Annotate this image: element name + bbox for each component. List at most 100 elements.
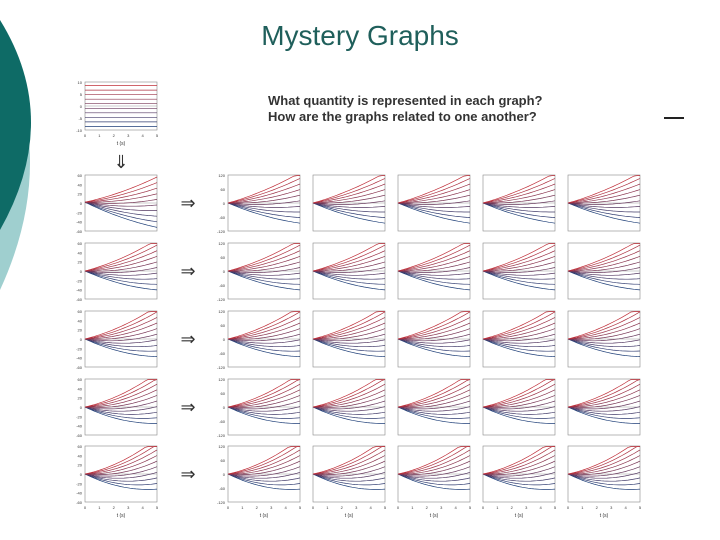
grid-graph-r2-c1-curve: [227, 243, 300, 272]
grid-graph-r3-c3-curve: [397, 311, 470, 340]
down-arrow-symbol: ⇓: [113, 152, 128, 172]
left-graph-row-1-y-tick-label: -40: [76, 220, 83, 225]
grid-graph-r2-c4-curve: [482, 270, 556, 280]
grid-graph-r1-c4-curve: [482, 202, 556, 218]
grid-graph-r4-c2-curve: [313, 389, 386, 408]
left-graph-row-5-x-tick-label: 1: [98, 505, 101, 510]
left-graph-row-1-curve: [84, 182, 158, 203]
grid-graph-r1-c4-curve: [482, 178, 556, 204]
grid-graph-r3-c1-y-tick-label: -60: [219, 351, 226, 356]
grid-graph-r1-c3-curve: [397, 200, 471, 205]
grid-graph-r5-c4-x-tick-label: 5: [554, 505, 557, 510]
grid-graph-r1-c3-curve: [397, 202, 471, 218]
grid-graph-r5-c2-curve: [312, 473, 386, 490]
grid-graph-r1-c3-curve: [397, 202, 471, 224]
grid-graph-r3-c1-curve: [227, 317, 301, 340]
grid-graph-r4-c3-curve: [397, 379, 471, 408]
grid-graph-r1-c4-curve: [482, 189, 556, 204]
left-graph-row-4-y-tick-label: -40: [76, 424, 83, 429]
left-graph-row-5-x-tick-label: 3: [127, 505, 130, 510]
grid-graph-r4-c5-curve: [568, 389, 641, 408]
left-graph-row-2-curve: [84, 267, 158, 273]
grid-graph-r5-c3-x-tick-label: 4: [454, 505, 457, 510]
grid-graph-r4-c5-curve: [567, 379, 641, 408]
left-graph-row-1-y-tick-label: -20: [76, 210, 83, 215]
grid-graph-r5-c4-curve: [483, 455, 556, 475]
grid-graph-r1-c5-curve: [567, 202, 640, 213]
grid-graph-r5-c4-curve: [482, 460, 556, 476]
grid-graph-r2-c4-curve: [482, 243, 555, 272]
grid-graph-r1-c1-curve: [227, 202, 301, 224]
left-graph-row-4-curve: [84, 383, 158, 408]
grid-graph-r5-c5-x-tick-label: 1: [581, 505, 584, 510]
grid-graph-r3-c1-y-tick-label: 60: [221, 323, 226, 328]
grid-graph-r2-c3-curve: [397, 261, 471, 272]
grid-graph-r4-c2-curve: [312, 400, 386, 410]
grid-graph-r5-c5-curve: [567, 446, 640, 475]
grid-graph-r4-c1-y-tick-label: 120: [218, 377, 225, 382]
grid-graph-r3-c4-curve: [482, 338, 556, 357]
grid-graph-r1-c4-curve: [482, 202, 556, 224]
left-graph-row-5-curve: [84, 473, 158, 490]
grid-graph-r3-c2-curve: [312, 333, 386, 342]
grid-graph-r4-c3-curve: [397, 383, 471, 408]
grid-graph-r4-c4-curve: [482, 379, 555, 408]
grid-graph-r4-c3-curve: [397, 406, 471, 412]
left-graph-row-3-curve: [84, 338, 158, 344]
grid-graph-r3-c1-curve: [227, 311, 301, 340]
grid-graph-r3-c5-curve: [567, 338, 641, 357]
grid-graph-r3-c1-curve: [227, 333, 301, 342]
grid-graph-r4-c2-curve: [312, 379, 385, 408]
grid-graph-r3-c2-curve: [312, 338, 386, 344]
left-graph-row-3-y-tick-label: 0: [80, 337, 83, 342]
grid-graph-r5-c5-curve: [567, 473, 641, 490]
grid-graph-r1-c3-curve: [397, 194, 471, 204]
top-graph-y-tick-label: -10: [76, 128, 83, 133]
grid-graph-r1-c1-y-tick-label: -60: [219, 215, 226, 220]
grid-graph-r4-c5-curve: [567, 383, 641, 408]
grid-graph-r5-c2-x-axis-label: t (s): [345, 513, 354, 519]
grid-graph-r1-c1-curve: [227, 200, 301, 205]
grid-graph-r2-c2-curve: [312, 250, 386, 272]
left-graph-row-3-y-tick-label: -40: [76, 356, 83, 361]
grid-graph-r4-c1-curve: [227, 383, 301, 408]
grid-graph-r4-c1-y-tick-label: 0: [223, 405, 226, 410]
left-graph-row-3-curve: [84, 333, 158, 342]
grid-graph-r4-c4-curve: [482, 406, 556, 415]
right-arrow-symbol: ⇒: [180, 261, 195, 281]
grid-graph-r5-c3-curve: [397, 473, 471, 482]
grid-graph-r5-c2-x-tick-label: 1: [326, 505, 329, 510]
grid-graph-r4-c3-curve: [397, 379, 470, 408]
grid-graph-r5-c3-curve: [397, 473, 471, 486]
left-graph-row-5-y-tick-label: 60: [78, 444, 83, 449]
grid-graph-r1-c4-curve: [482, 175, 555, 204]
grid-graph-r2-c5-curve: [567, 255, 641, 272]
grid-graph-r2-c4-curve: [482, 270, 556, 276]
grid-graph-r5-c4-curve: [482, 473, 556, 486]
grid-graph-r1-c2-curve: [312, 200, 386, 205]
grid-graph-r4-c1-curve: [227, 379, 300, 408]
grid-graph-r4-c5-curve: [567, 406, 641, 419]
top-graph-x-tick-label: 4: [141, 133, 144, 138]
grid-graph-r4-c1-y-tick-label: 60: [221, 391, 226, 396]
grid-graph-r5-c5-curve: [568, 455, 641, 475]
grid-graph-r5-c2-curve: [312, 446, 385, 475]
grid-graph-r5-c1-curve: [227, 473, 301, 482]
top-graph-x-tick-label: 3: [127, 133, 130, 138]
left-graph-row-5-curve: [84, 460, 158, 476]
question-2: How are the graphs related to one anothe…: [268, 109, 537, 124]
grid-graph-r5-c2-curve: [312, 466, 386, 477]
grid-graph-r3-c4-curve: [482, 311, 555, 340]
left-graph-row-5-curve: [84, 473, 158, 486]
grid-graph-r5-c4-curve: [482, 473, 556, 482]
grid-graph-r4-c3-curve: [397, 406, 471, 415]
grid-graph-r4-c1-curve: [227, 400, 301, 410]
grid-graph-r4-c2-curve: [312, 406, 385, 424]
grid-graph-r4-c4-curve: [482, 400, 556, 410]
left-graph-row-4-y-tick-label: -20: [76, 414, 83, 419]
grid-graph-r2-c1-curve: [227, 244, 301, 272]
grid-graph-r5-c3-curve: [397, 471, 471, 479]
grid-graph-r3-c3-curve: [397, 311, 471, 340]
left-graph-row-5-curve: [84, 466, 158, 477]
grid-graph-r3-c1-curve: [227, 338, 301, 357]
